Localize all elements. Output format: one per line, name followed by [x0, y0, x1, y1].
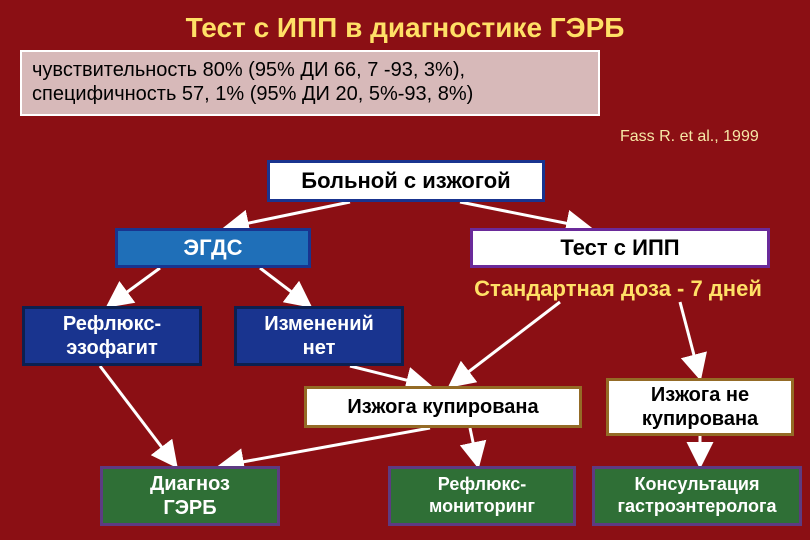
node-reflux: Рефлюкс-эзофагит	[22, 306, 202, 366]
node-consult: Консультациягастроэнтеролога	[592, 466, 802, 526]
node-ipp: Тест с ИПП	[470, 228, 770, 268]
node-diag: ДиагнозГЭРБ	[100, 466, 280, 526]
slide-title: Тест с ИПП в диагностике ГЭРБ	[0, 12, 810, 44]
node-monitor: Рефлюкс-мониторинг	[388, 466, 576, 526]
node-notrel: Изжога некупирована	[606, 378, 794, 436]
node-dose: Стандартная доза - 7 дней	[438, 274, 798, 304]
node-nochange: Измененийнет	[234, 306, 404, 366]
node-relieved: Изжога купирована	[304, 386, 582, 428]
citation-text: Fass R. et al., 1999	[620, 128, 759, 146]
slide-stage: Тест с ИПП в диагностике ГЭРБ чувствител…	[0, 0, 810, 540]
stats-box: чувствительность 80% (95% ДИ 66, 7 -93, …	[20, 50, 600, 116]
node-patient: Больной с изжогой	[267, 160, 545, 202]
node-egds: ЭГДС	[115, 228, 311, 268]
